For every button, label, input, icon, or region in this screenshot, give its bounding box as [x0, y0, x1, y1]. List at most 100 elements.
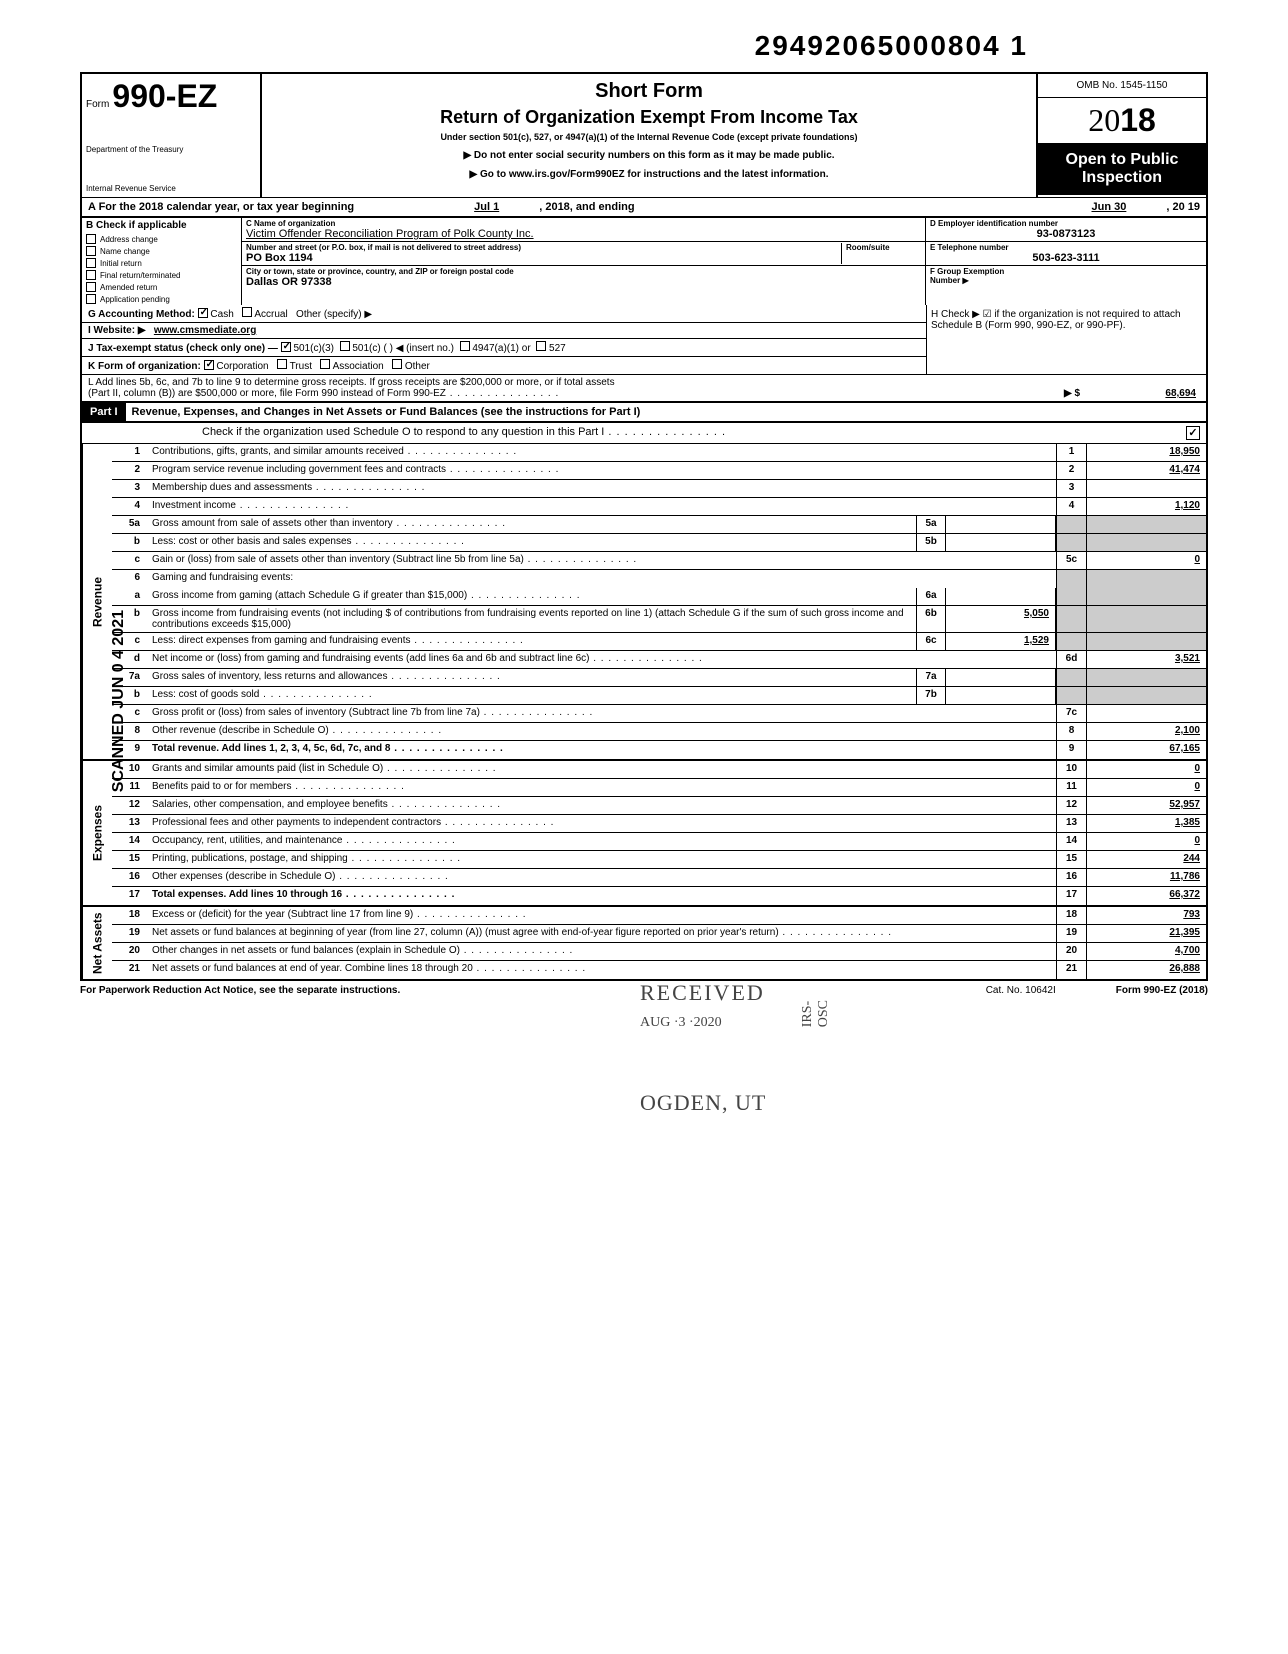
check-accrual[interactable]	[242, 307, 252, 317]
form-header: Form 990-EZ Department of the Treasury I…	[80, 72, 1208, 197]
check-other-org[interactable]	[392, 359, 402, 369]
line-11-amt: 0	[1086, 779, 1206, 796]
line-6a-inum: 6a	[916, 588, 946, 605]
line-8-box: 8	[1056, 723, 1086, 740]
line-21-amt: 26,888	[1086, 961, 1206, 979]
line-3-box: 3	[1056, 480, 1086, 497]
year-prefix: 20	[1088, 102, 1120, 138]
line-18-amt: 793	[1086, 907, 1206, 924]
line-4-num: 4	[112, 498, 148, 515]
check-4947[interactable]	[460, 341, 470, 351]
row-g-accounting: G Accounting Method: Cash Accrual Other …	[82, 305, 926, 323]
line-1-desc: Contributions, gifts, grants, and simila…	[148, 444, 1056, 461]
check-final-return[interactable]: Final return/terminated	[82, 269, 241, 281]
check-pending[interactable]: Application pending	[82, 293, 241, 305]
line-13-desc: Professional fees and other payments to …	[148, 815, 1056, 832]
line-19-box: 19	[1056, 925, 1086, 942]
accrual-label: Accrual	[254, 309, 287, 320]
line-6c-shade	[1056, 633, 1086, 650]
line-14-box: 14	[1056, 833, 1086, 850]
check-o-text: Check if the organization used Schedule …	[202, 426, 726, 440]
under-section: Under section 501(c), 527, or 4947(a)(1)…	[268, 132, 1030, 142]
check-address-change[interactable]: Address change	[82, 233, 241, 245]
line-6c-shade-amt	[1086, 633, 1206, 650]
check-amended[interactable]: Amended return	[82, 281, 241, 293]
check-trust[interactable]	[277, 359, 287, 369]
line-13-amt: 1,385	[1086, 815, 1206, 832]
accounting-label: G Accounting Method:	[88, 309, 195, 320]
line-14-amt: 0	[1086, 833, 1206, 850]
line-14-desc: Occupancy, rent, utilities, and maintena…	[148, 833, 1056, 850]
org-name: Victim Offender Reconciliation Program o…	[246, 228, 921, 240]
other-org-label: Other	[405, 361, 430, 372]
part-i-label: Part I	[82, 403, 126, 421]
line-9-box: 9	[1056, 741, 1086, 759]
row-a-label: A For the 2018 calendar year, or tax yea…	[88, 201, 354, 213]
instr-ssn: ▶ Do not enter social security numbers o…	[268, 150, 1030, 161]
ogden-stamp: OGDEN, UT	[640, 1090, 766, 1116]
row-l-gross-receipts: L Add lines 5b, 6c, and 7b to line 9 to …	[80, 374, 1208, 403]
line-6b-iamt: 5,050	[946, 606, 1056, 632]
group-exempt-number: Number ▶	[930, 276, 1202, 285]
return-title: Return of Organization Exempt From Incom…	[268, 107, 1030, 128]
line-6a-iamt	[946, 588, 1056, 605]
line-4-box: 4	[1056, 498, 1086, 515]
check-527[interactable]	[536, 341, 546, 351]
check-cash[interactable]	[198, 308, 208, 318]
check-o-box[interactable]: ✓	[1186, 426, 1200, 440]
line-2-amt: 41,474	[1086, 462, 1206, 479]
name-label: C Name of organization	[246, 219, 921, 228]
line-20-num: 20	[112, 943, 148, 960]
form-org-label: K Form of organization:	[88, 361, 201, 372]
line-5a-shade	[1056, 516, 1086, 533]
line-7a-desc: Gross sales of inventory, less returns a…	[148, 669, 916, 686]
line-6-desc: Gaming and fundraising events:	[148, 570, 1056, 588]
corp-label: Corporation	[216, 361, 268, 372]
line-12-amt: 52,957	[1086, 797, 1206, 814]
line-5b-desc: Less: cost or other basis and sales expe…	[148, 534, 916, 551]
check-label: Address change	[100, 235, 158, 244]
header-mid: Short Form Return of Organization Exempt…	[262, 74, 1036, 197]
527-label: 527	[549, 343, 566, 354]
check-name-change[interactable]: Name change	[82, 245, 241, 257]
line-20-amt: 4,700	[1086, 943, 1206, 960]
short-form-title: Short Form	[268, 80, 1030, 103]
check-corporation[interactable]	[204, 360, 214, 370]
row-j-tax-status: J Tax-exempt status (check only one) — 5…	[82, 339, 926, 357]
irs-osc-stamp: IRS-OSC	[800, 1000, 832, 1027]
row-l-arrow: ▶ $	[1064, 388, 1080, 399]
line-6d-desc: Net income or (loss) from gaming and fun…	[148, 651, 1056, 668]
col-c-org-info: C Name of organizationVictim Offender Re…	[242, 218, 926, 305]
line-7c-desc: Gross profit or (loss) from sales of inv…	[148, 705, 1056, 722]
line-7a-inum: 7a	[916, 669, 946, 686]
line-6b-inum: 6b	[916, 606, 946, 632]
check-label: Final return/terminated	[100, 271, 180, 280]
line-18-num: 18	[112, 907, 148, 924]
line-19-amt: 21,395	[1086, 925, 1206, 942]
line-5b-shade-amt	[1086, 534, 1206, 551]
line-15-box: 15	[1056, 851, 1086, 868]
check-501c3[interactable]	[281, 342, 291, 352]
line-6c-desc: Less: direct expenses from gaming and fu…	[148, 633, 916, 650]
group-exempt-label: F Group Exemption	[930, 267, 1202, 276]
line-11-box: 11	[1056, 779, 1086, 796]
line-17-num: 17	[112, 887, 148, 905]
check-initial-return[interactable]: Initial return	[82, 257, 241, 269]
section-bcd: B Check if applicable Address change Nam…	[80, 218, 1208, 305]
tax-status-label: J Tax-exempt status (check only one) —	[88, 343, 278, 354]
check-association[interactable]	[320, 359, 330, 369]
check-501c[interactable]	[340, 341, 350, 351]
line-8-amt: 2,100	[1086, 723, 1206, 740]
line-15-num: 15	[112, 851, 148, 868]
line-21-num: 21	[112, 961, 148, 979]
line-6b-shade-amt	[1086, 606, 1206, 632]
ein-label: D Employer identification number	[930, 219, 1202, 228]
row-h-schedule-b: H Check ▶ ☑ if the organization is not r…	[926, 305, 1206, 374]
line-7b-iamt	[946, 687, 1056, 704]
line-5a-shade-amt	[1086, 516, 1206, 533]
line-12-box: 12	[1056, 797, 1086, 814]
ein-value: 93-0873123	[930, 228, 1202, 240]
dept-treasury: Department of the Treasury	[86, 145, 256, 154]
line-5a-num: 5a	[112, 516, 148, 533]
line-5c-desc: Gain or (loss) from sale of assets other…	[148, 552, 1056, 569]
